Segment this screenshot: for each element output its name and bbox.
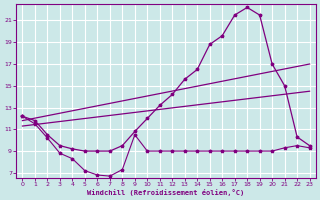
X-axis label: Windchill (Refroidissement éolien,°C): Windchill (Refroidissement éolien,°C) [87,189,245,196]
